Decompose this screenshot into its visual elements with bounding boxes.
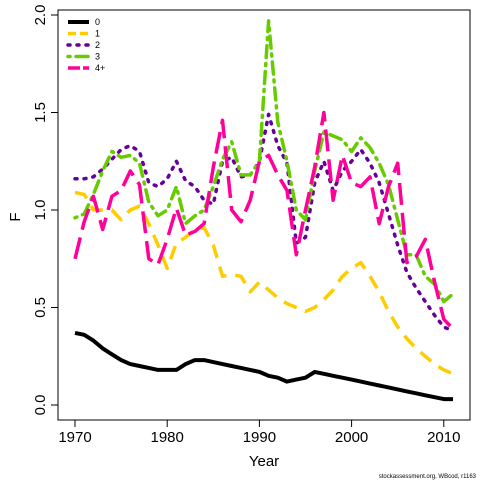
x-tick-label: 2010 [427,429,460,446]
legend: 0 12 34+ [66,17,105,73]
series-line-4plus [73,110,455,331]
series-line-0 [74,330,453,402]
series-line-3 [73,19,455,304]
legend-label: 2 [95,40,100,50]
x-tick-label: 1970 [58,429,91,446]
series-line-2 [73,112,455,333]
x-tick-label: 1980 [151,429,184,446]
legend-label: 3 [95,52,100,62]
x-tick-label: 1990 [243,429,276,446]
legend-label: 0 [95,17,100,27]
y-tick-label: 1.5 [32,102,49,123]
x-axis-title: Year [249,453,279,470]
x-tick-label: 2000 [335,429,368,446]
y-tick-label: 0.5 [32,297,49,318]
y-tick-label: 0.0 [32,395,49,416]
plot-frame [57,9,471,421]
y-axis-title: F [7,212,24,221]
y-tick-label: 2.0 [32,5,49,26]
legend-label: 1 [95,29,100,39]
axes: 1970 1980 1990 2000 2010 0.0 0.5 1.0 1.5 2.0 [32,5,471,446]
y-tick-label: 1.0 [32,200,49,221]
source-footnote: stockassessment.org, WBcod, r1163 [379,474,477,480]
legend-label: 4+ [95,63,105,73]
series-line-1 [74,190,454,376]
series-layer [73,19,455,402]
